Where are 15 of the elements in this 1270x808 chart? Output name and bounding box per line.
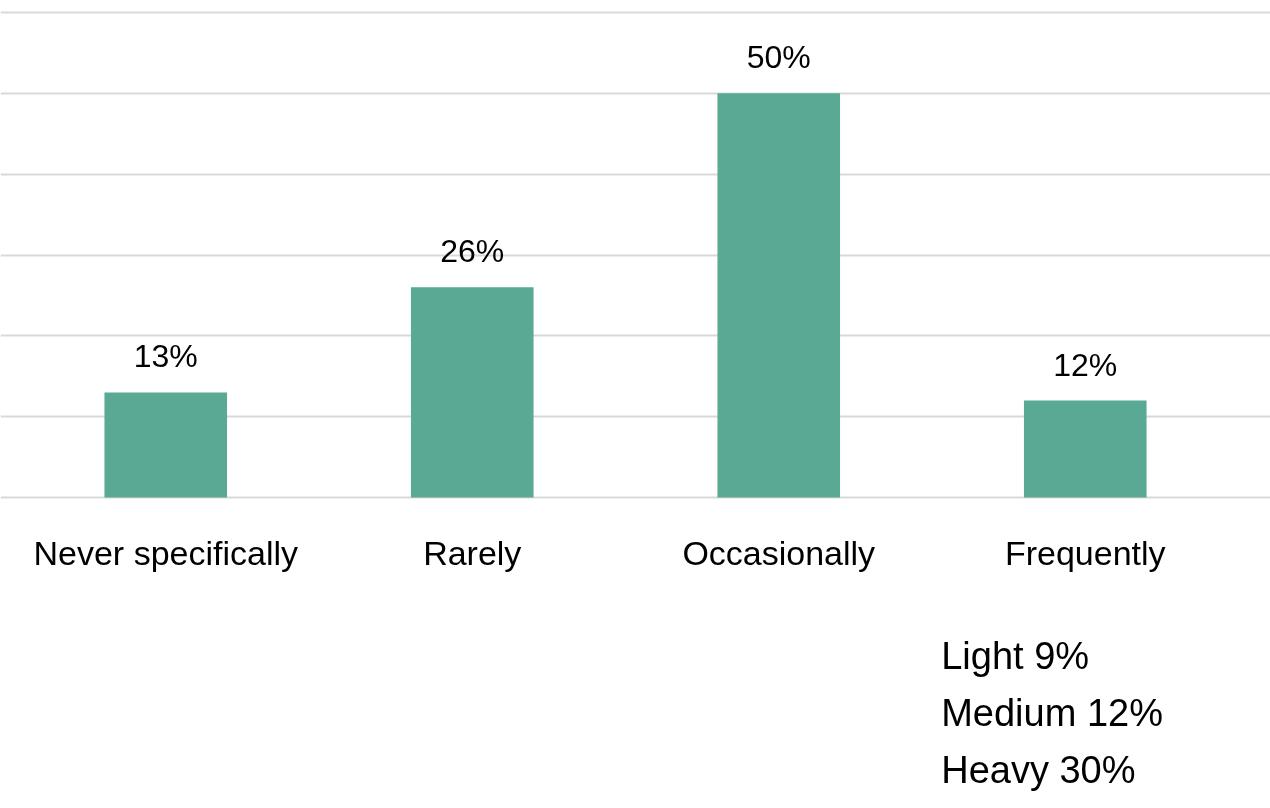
x-tick-label: Frequently bbox=[1004, 533, 1166, 572]
bar bbox=[717, 93, 841, 498]
bar bbox=[104, 392, 228, 498]
bar bbox=[410, 287, 534, 498]
x-tick-label: Occasionally bbox=[682, 533, 876, 572]
data-label: 26% bbox=[440, 233, 505, 270]
text: Light 9% bbox=[941, 634, 1090, 677]
data-label: 12% bbox=[1053, 346, 1118, 383]
bar bbox=[1023, 400, 1147, 498]
data-label: 50% bbox=[746, 39, 811, 76]
data-label: 13% bbox=[133, 338, 198, 375]
text: Medium 12% bbox=[941, 691, 1163, 734]
x-tick-label: Never specifically bbox=[33, 533, 299, 572]
text: Heavy 30% bbox=[941, 748, 1136, 791]
x-tick-label: Rarely bbox=[423, 533, 522, 572]
